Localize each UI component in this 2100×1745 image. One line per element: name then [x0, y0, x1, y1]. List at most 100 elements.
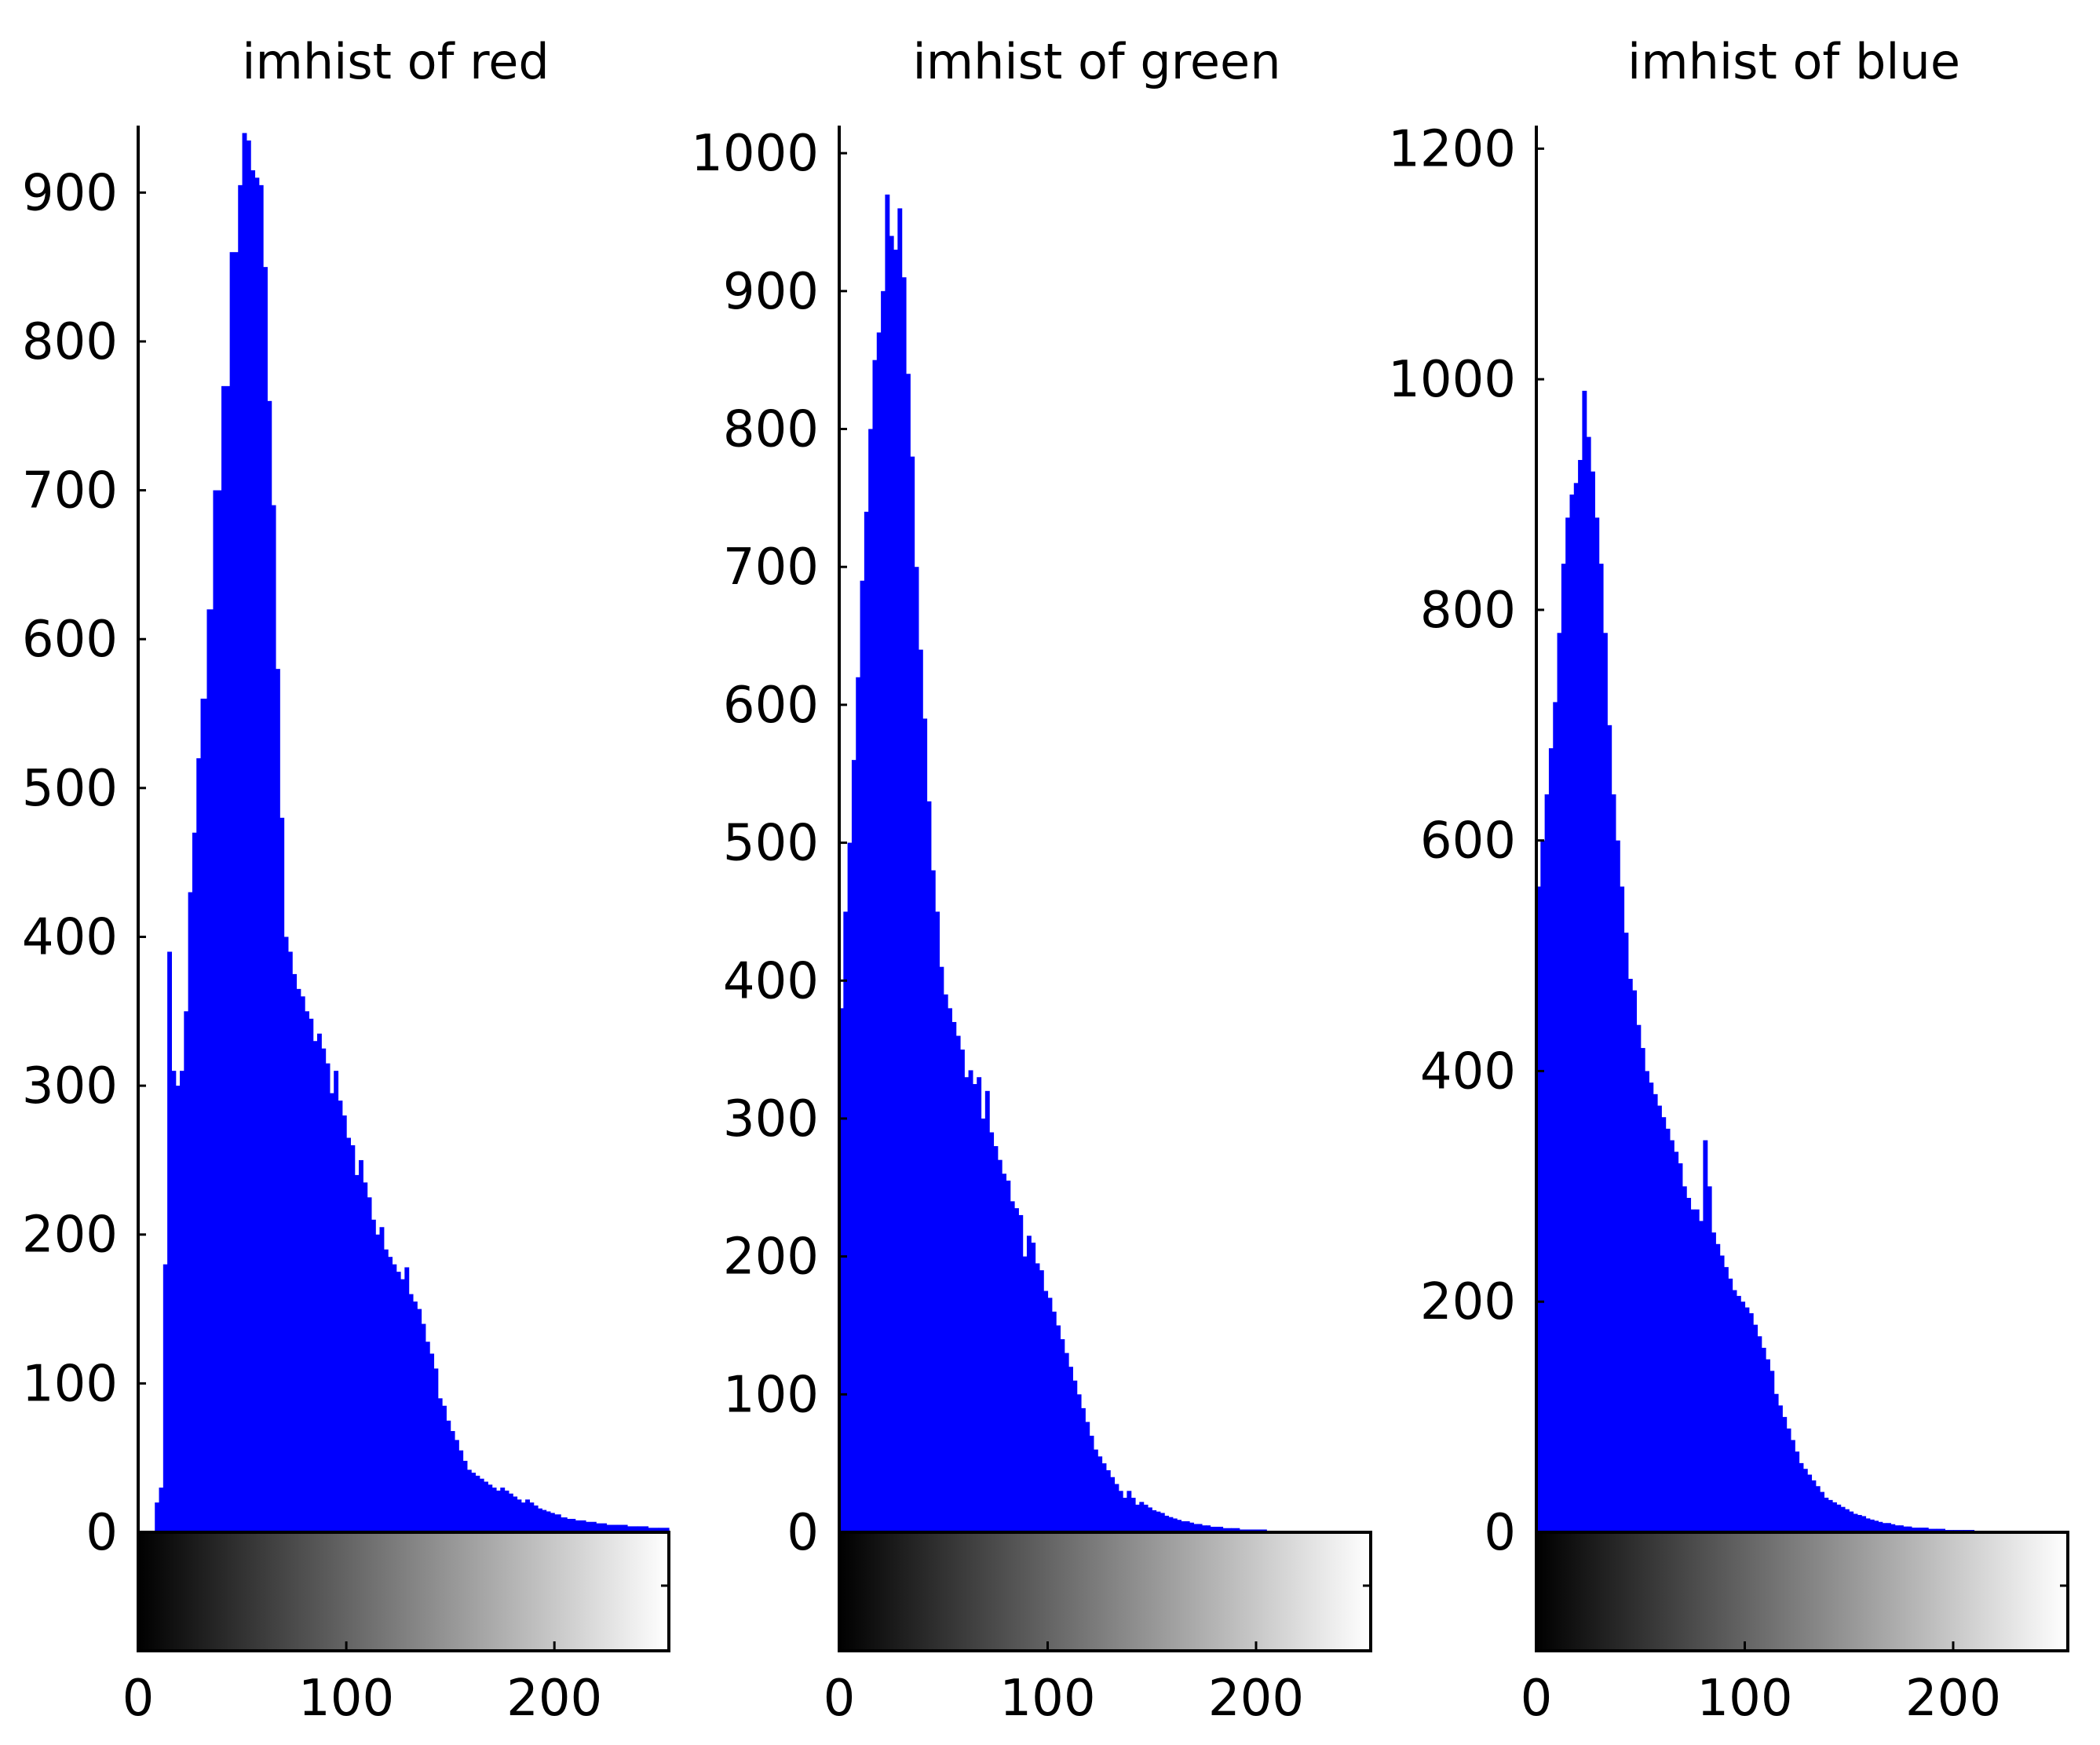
- histogram-bar: [159, 1488, 164, 1532]
- histogram-bar: [309, 1018, 314, 1532]
- histogram-bar: [1582, 390, 1587, 1533]
- histogram-bar: [1561, 564, 1566, 1533]
- histogram-bar: [283, 936, 289, 1532]
- histogram-bar: [1623, 933, 1629, 1532]
- histogram-bar: [1206, 1525, 1211, 1532]
- histogram-bar: [1110, 1477, 1116, 1532]
- x-tick-label: 100: [1696, 1670, 1792, 1728]
- histogram-bar: [325, 1063, 331, 1532]
- histogram-bar: [321, 1048, 327, 1532]
- histogram-bar: [1678, 1163, 1683, 1532]
- histogram-bar: [1907, 1526, 1912, 1532]
- histogram-bar: [1064, 1353, 1069, 1532]
- histogram-bar: [843, 911, 849, 1532]
- y-tick-label: 400: [723, 952, 819, 1010]
- histogram-bar: [575, 1520, 586, 1532]
- histogram-bar: [981, 1118, 986, 1532]
- x-tick-label: 100: [298, 1670, 394, 1728]
- histogram-bar: [354, 1174, 360, 1532]
- x-tick-label: 0: [824, 1670, 856, 1728]
- histogram-bar: [1607, 725, 1612, 1532]
- histogram-bar: [312, 1041, 318, 1532]
- histogram-bar: [1661, 1117, 1667, 1532]
- histogram-bar: [1753, 1324, 1759, 1532]
- histogram-bar: [462, 1460, 468, 1532]
- histogram-bar: [1056, 1325, 1061, 1532]
- y-tick-label: 300: [723, 1090, 819, 1148]
- histogram-bar: [901, 277, 907, 1532]
- histogram-bar: [417, 1309, 422, 1532]
- histogram-bar: [1627, 978, 1633, 1532]
- histogram-bar: [1214, 1526, 1224, 1532]
- histogram-bar: [529, 1502, 535, 1532]
- histogram-bar: [881, 290, 886, 1532]
- histogram-bar: [1802, 1469, 1808, 1532]
- histogram-bar: [163, 1264, 168, 1532]
- grayscale-colorbar: [1535, 1531, 2069, 1652]
- y-tick-label: 600: [1420, 812, 1516, 871]
- histogram-bar: [1736, 1295, 1741, 1532]
- histogram-bar: [1093, 1449, 1098, 1532]
- histogram-bar: [1164, 1515, 1170, 1532]
- axes-group: 0 100 200 300 400 500 600 700 800 900 0 100 200: [22, 126, 670, 1728]
- histogram-bar: [1591, 471, 1595, 1533]
- histogram-bar: [1894, 1525, 1900, 1532]
- histogram-bar: [1869, 1519, 1875, 1532]
- histogram-bar: [1026, 1236, 1032, 1532]
- histogram-bar: [1072, 1380, 1078, 1532]
- histogram-bar: [1118, 1491, 1123, 1532]
- histogram-bar: [943, 994, 948, 1532]
- histogram-bar: [1849, 1511, 1854, 1532]
- histogram-bar: [1544, 794, 1550, 1532]
- histogram-bar: [1085, 1422, 1090, 1532]
- histogram-bar: [1018, 1214, 1024, 1532]
- histogram-bar: [964, 1077, 970, 1532]
- histogram-bar: [454, 1440, 459, 1532]
- histogram-bar: [1039, 1270, 1044, 1532]
- histogram-bar: [296, 988, 301, 1532]
- histogram-bar: [171, 1071, 177, 1532]
- y-tick-label: 500: [723, 815, 819, 873]
- histogram-bar: [429, 1353, 435, 1532]
- histogram-bar: [1844, 1509, 1850, 1532]
- histogram-bar: [488, 1484, 493, 1532]
- histogram-bar: [1828, 1499, 1833, 1532]
- histogram-bar: [1156, 1511, 1161, 1532]
- histogram-bar: [1172, 1518, 1178, 1532]
- histogram-bar: [1807, 1474, 1813, 1532]
- histogram-bar: [258, 184, 264, 1533]
- histogram-bar: [1620, 886, 1625, 1532]
- histogram-bar: [155, 1502, 160, 1532]
- histogram-bar: [1815, 1486, 1821, 1532]
- histogram-bar: [359, 1159, 363, 1532]
- histogram-bar: [1886, 1523, 1891, 1532]
- histogram-bar: [254, 177, 260, 1532]
- histogram-bar: [885, 194, 890, 1533]
- histogram-bar: [484, 1481, 488, 1532]
- y-tick-label: 900: [22, 164, 118, 222]
- histogram-bar: [1782, 1417, 1788, 1532]
- histogram-bar: [338, 1101, 343, 1532]
- histogram-bar: [200, 699, 208, 1532]
- histogram-bar: [1795, 1451, 1800, 1532]
- histogram-bar: [876, 332, 882, 1532]
- histogram-bar: [1790, 1440, 1795, 1532]
- axes-group: 0 200 400 600 800 1000 1200 0 100 200: [1388, 120, 2069, 1728]
- x-tick-label: 200: [506, 1670, 602, 1728]
- histogram-bar: [1185, 1520, 1190, 1532]
- y-tick-label: 600: [723, 677, 819, 735]
- histogram-bar: [371, 1219, 376, 1532]
- histogram-bar: [839, 1008, 844, 1532]
- histogram-bar: [1602, 633, 1608, 1532]
- histogram-bar: [367, 1197, 372, 1532]
- histogram-bar: [1653, 1093, 1658, 1532]
- histogram-bar: [1820, 1491, 1824, 1532]
- y-tick-label: 200: [723, 1228, 819, 1287]
- histogram-bar: [930, 870, 936, 1532]
- grayscale-colorbar: [838, 1531, 1372, 1652]
- histogram-bar: [648, 1528, 659, 1532]
- y-tick-label: 1200: [1388, 120, 1516, 178]
- histogram-bar: [1640, 1048, 1645, 1532]
- histogram-bar: [1051, 1311, 1057, 1532]
- histogram-bar: [491, 1488, 497, 1532]
